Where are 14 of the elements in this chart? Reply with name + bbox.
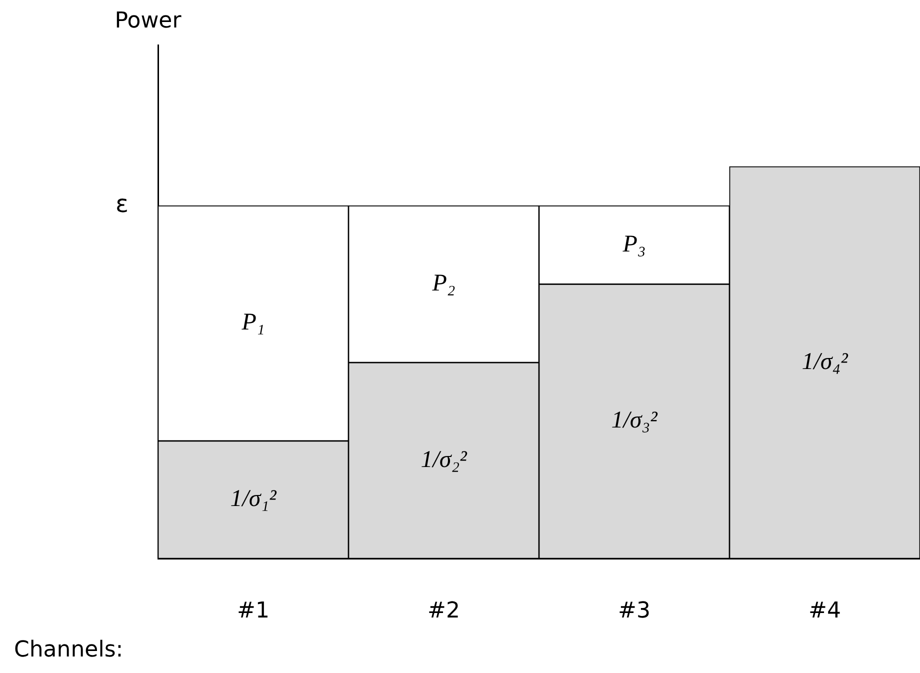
text: Power bbox=[114, 8, 182, 34]
x-tick-label: #4 bbox=[808, 598, 841, 624]
x-axis-title: Channels: bbox=[14, 638, 124, 663]
x-tick-label: #3 bbox=[618, 598, 650, 624]
annotation: P₁ bbox=[240, 310, 265, 336]
x-tick-label: #1 bbox=[237, 598, 270, 624]
annotation: 1/σ₁² bbox=[230, 486, 278, 512]
annotation: P₂ bbox=[431, 270, 456, 296]
annotation: P₃ bbox=[622, 231, 646, 258]
annotation: 1/σ₃² bbox=[611, 408, 658, 434]
text: ε bbox=[116, 190, 128, 218]
annotation: 1/σ₄² bbox=[802, 348, 849, 375]
x-tick-label: #2 bbox=[428, 598, 460, 624]
annotation: 1/σ₂² bbox=[420, 446, 468, 473]
